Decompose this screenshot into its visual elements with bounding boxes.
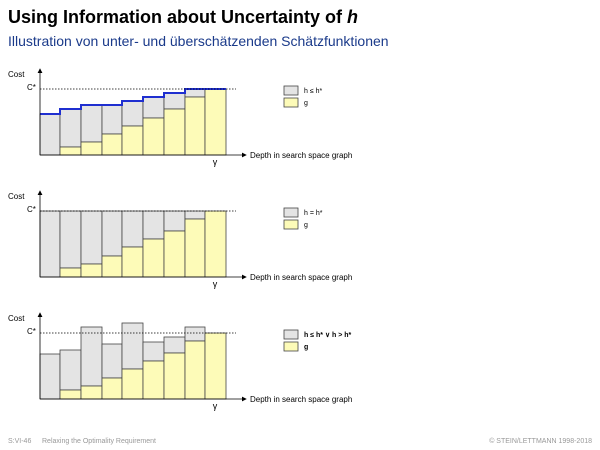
y-label: Cost <box>8 70 25 79</box>
legend-g-swatch <box>283 219 299 230</box>
h-bar <box>184 210 206 220</box>
legend-g-swatch <box>283 97 299 108</box>
legend-g: g <box>304 100 308 107</box>
g-bar <box>80 141 103 156</box>
c-label: C* <box>27 83 36 92</box>
title-text: Using Information about Uncertainty of <box>8 7 343 27</box>
legend-h: h = h* <box>304 210 323 217</box>
title-symbol: h <box>347 7 358 27</box>
legend-h-swatch <box>283 85 299 96</box>
g-bar <box>121 125 144 156</box>
g-bar <box>59 267 82 278</box>
footer-right: © STEIN/LETTMANN 1998-2018 <box>489 437 592 445</box>
h-bar <box>163 210 186 232</box>
h-bar <box>121 100 144 127</box>
y-label: Cost <box>8 192 25 201</box>
h-bar <box>142 210 165 240</box>
g-bar <box>163 108 186 156</box>
legend-g: g <box>304 344 308 351</box>
x-label: Depth in search space graph <box>250 273 352 282</box>
g-bar <box>204 210 227 278</box>
g-bar <box>80 385 103 400</box>
g-bar <box>184 218 206 278</box>
g-bar <box>142 117 165 156</box>
footer-left: S:VI-46 <box>8 438 31 445</box>
g-bar <box>204 332 227 400</box>
legend-g: g <box>304 222 308 229</box>
legend-h-swatch <box>283 329 299 340</box>
h-bar <box>163 336 186 354</box>
h-bar <box>80 326 103 387</box>
h-bar <box>142 96 165 119</box>
legend-h: h ≤ h* ∨ h > h* <box>304 332 352 339</box>
g-bar <box>59 146 82 156</box>
c-label: C* <box>27 205 36 214</box>
h-bar <box>80 210 103 265</box>
legend-h-swatch <box>283 207 299 218</box>
h-bar <box>163 92 186 110</box>
h-bar <box>101 104 123 135</box>
y-label: Cost <box>8 314 25 323</box>
g-bar <box>184 340 206 400</box>
goal-label: γ <box>213 279 218 289</box>
x-label: Depth in search space graph <box>250 151 352 160</box>
g-bar <box>101 377 123 400</box>
h-bar <box>121 322 144 370</box>
footer-middle: Relaxing the Optimality Requirement <box>42 438 156 445</box>
h-bar <box>39 113 61 156</box>
h-bar <box>101 343 123 379</box>
goal-label: γ <box>213 157 218 167</box>
g-bar <box>163 230 186 278</box>
g-bar <box>142 238 165 278</box>
goal-label: γ <box>213 401 218 411</box>
g-bar <box>101 133 123 156</box>
h-bar <box>184 326 206 342</box>
h-bar <box>101 210 123 257</box>
legend-g-swatch <box>283 341 299 352</box>
h-bar <box>59 349 82 391</box>
x-label: Depth in search space graph <box>250 395 352 404</box>
h-bar <box>39 353 61 400</box>
h-bar <box>59 210 82 269</box>
g-bar <box>59 389 82 400</box>
g-bar <box>184 96 206 156</box>
h-bar <box>39 210 61 278</box>
subtitle: Illustration von unter- und überschätzen… <box>8 33 389 49</box>
h-bar <box>184 88 206 98</box>
g-bar <box>121 368 144 400</box>
h-bar <box>59 108 82 148</box>
g-bar <box>163 352 186 400</box>
h-bar <box>80 104 103 143</box>
h-bar <box>121 210 144 248</box>
g-bar <box>101 255 123 278</box>
c-label: C* <box>27 327 36 336</box>
f-line <box>40 88 226 115</box>
g-bar <box>80 263 103 278</box>
h-bar <box>142 341 165 362</box>
title: Using Information about Uncertainty of h <box>8 7 358 27</box>
g-bar <box>121 246 144 278</box>
g-bar <box>204 88 227 156</box>
g-bar <box>142 360 165 400</box>
legend-h: h ≤ h* <box>304 88 323 95</box>
